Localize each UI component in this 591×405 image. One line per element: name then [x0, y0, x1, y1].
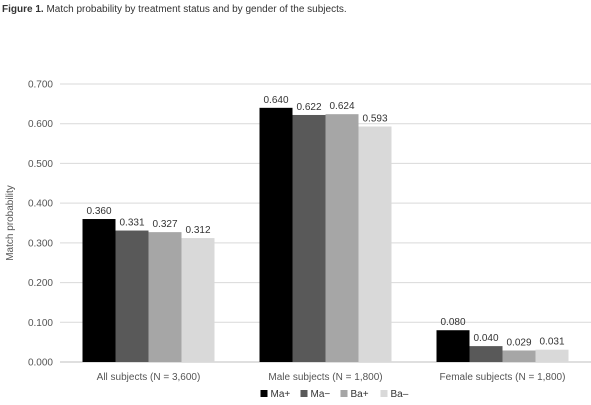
- bar: [436, 330, 470, 362]
- figure-caption: Figure 1. Match probability by treatment…: [2, 4, 347, 15]
- bar: [358, 126, 392, 362]
- y-tick-label: 0.300: [28, 238, 53, 249]
- data-label: 0.622: [296, 102, 321, 113]
- data-label: 0.031: [539, 337, 564, 348]
- bar: [148, 232, 182, 362]
- data-label: 0.331: [119, 218, 144, 229]
- legend-swatch: [380, 390, 388, 397]
- y-axis-title: Match probability: [5, 185, 16, 261]
- y-tick-label: 0.600: [28, 119, 53, 130]
- legend-label: Ba+: [351, 389, 369, 400]
- data-label: 0.624: [329, 101, 354, 112]
- data-label: 0.029: [506, 337, 531, 348]
- x-tick-label: All subjects (N = 3,600): [97, 372, 201, 383]
- legend-swatch: [340, 390, 348, 397]
- bar: [502, 350, 536, 362]
- bar: [469, 346, 503, 362]
- bar: [292, 114, 326, 362]
- bar: [115, 230, 149, 362]
- y-tick-label: 0.200: [28, 278, 53, 289]
- legend-label: Ma−: [311, 389, 331, 400]
- y-tick-label: 0.400: [28, 199, 53, 210]
- bar: [259, 107, 293, 362]
- x-tick-label: Female subjects (N = 1,800): [440, 372, 566, 383]
- bar: [181, 238, 215, 362]
- bar: [535, 349, 569, 362]
- data-label: 0.312: [185, 225, 210, 236]
- bar: [325, 114, 359, 362]
- y-tick-label: 0.500: [28, 159, 53, 170]
- data-label: 0.360: [86, 206, 111, 217]
- data-label: 0.040: [473, 333, 498, 344]
- y-tick-label: 0.100: [28, 318, 53, 329]
- bar: [82, 219, 116, 362]
- data-label: 0.327: [152, 219, 177, 230]
- legend-swatch: [260, 390, 268, 397]
- legend-label: Ba–: [391, 389, 409, 400]
- data-label: 0.080: [440, 317, 465, 328]
- data-label: 0.593: [362, 113, 387, 124]
- data-label: 0.640: [263, 95, 288, 106]
- figure-caption-text: Match probability by treatment status an…: [46, 4, 347, 15]
- y-tick-label: 0.700: [28, 80, 53, 91]
- legend-label: Ma+: [271, 389, 291, 400]
- x-tick-label: Male subjects (N = 1,800): [268, 372, 382, 383]
- y-tick-label: 0.000: [28, 358, 53, 369]
- figure-label: Figure 1.: [2, 4, 44, 15]
- legend-swatch: [300, 390, 308, 397]
